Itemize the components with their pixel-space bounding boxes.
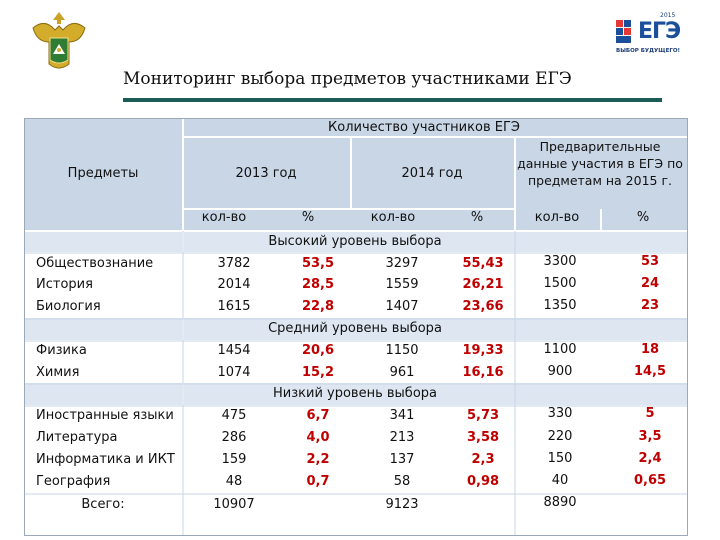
subject-cell: Биология [36, 299, 101, 314]
sub-header-pct-2015: % [636, 210, 650, 225]
pct-2015-cell: 5 [645, 406, 655, 421]
count-2014-cell: 1559 [385, 277, 419, 292]
total-2014: 9123 [385, 497, 419, 512]
count-2014-cell: 137 [389, 452, 415, 467]
count-2014-cell: 1150 [385, 343, 419, 358]
pct-2013-cell: 2,2 [306, 452, 330, 467]
count-2013-cell: 1454 [217, 343, 251, 358]
pct-2014-cell: 16,16 [462, 365, 504, 380]
pct-2013-cell: 4,0 [306, 430, 330, 445]
count-2013-cell: 1615 [217, 299, 251, 314]
pct-2015-cell: 14,5 [633, 364, 667, 379]
sub-header-count-2013: кол-во [201, 210, 247, 225]
title-divider [123, 98, 662, 102]
count-2015-cell: 330 [547, 406, 573, 421]
pct-2014-cell: 3,58 [466, 430, 500, 445]
subject-cell: Физика [36, 343, 87, 358]
pct-2013-cell: 22,8 [301, 299, 335, 314]
logo-subtitle: ВЫБОР БУДУЩЕГО! [616, 48, 681, 54]
count-2013-cell: 2014 [217, 277, 251, 292]
count-2015-cell: 40 [551, 473, 569, 488]
pct-2015-cell: 24 [640, 276, 660, 291]
count-2014-cell: 3297 [385, 256, 419, 271]
subject-cell: Литература [36, 430, 118, 445]
count-2015-cell: 220 [547, 429, 573, 444]
pct-2015-cell: 53 [640, 254, 660, 269]
total-2013: 10907 [213, 497, 255, 512]
section-label-high: Высокий уровень выбора [268, 234, 442, 249]
ege-logo: 2015 ЕГЭ ВЫБОР БУДУЩЕГО! [612, 10, 692, 58]
total-label: Всего: [81, 497, 125, 512]
table-grid-lines [25, 119, 687, 535]
sub-header-pct-2014: % [470, 210, 484, 225]
pct-2013-cell: 28,5 [301, 277, 335, 292]
logo-brand: ЕГЭ [638, 19, 681, 44]
pct-2014-cell: 0,98 [466, 474, 500, 489]
pct-2014-cell: 19,33 [462, 343, 504, 358]
pct-2013-cell: 53,5 [301, 256, 335, 271]
subject-cell: История [36, 277, 93, 292]
pct-2013-cell: 0,7 [306, 474, 330, 489]
count-2013-cell: 3782 [217, 256, 251, 271]
page-title: Мониторинг выбора предметов участниками … [123, 69, 572, 89]
total-2015: 8890 [543, 495, 577, 510]
section-band-high [24, 230, 688, 252]
logo-year: 2015 [660, 12, 676, 19]
section-label-mid: Средний уровень выбора [268, 321, 442, 336]
col-header-2015: Предварительные данные участия в ЕГЭ по … [517, 139, 683, 188]
count-2014-cell: 1407 [385, 299, 419, 314]
pct-2015-cell: 18 [640, 342, 660, 357]
col-header-2013: 2013 год [235, 166, 297, 181]
count-2013-cell: 286 [221, 430, 247, 445]
pct-2014-cell: 5,73 [466, 408, 500, 423]
pct-2013-cell: 6,7 [306, 408, 330, 423]
count-2015-cell: 1500 [543, 276, 577, 291]
pct-2015-cell: 23 [640, 298, 660, 313]
count-2013-cell: 475 [221, 408, 247, 423]
section-band-low [24, 383, 688, 405]
section-label-low: Низкий уровень выбора [273, 386, 437, 401]
sub-header-pct-2013: % [301, 210, 315, 225]
subject-cell: Иностранные языки [36, 408, 174, 423]
subject-cell: Информатика и ИКТ [36, 452, 175, 467]
count-2015-cell: 900 [547, 364, 573, 379]
sub-header-count-2014: кол-во [370, 210, 416, 225]
count-2015-cell: 150 [547, 451, 573, 466]
pct-2015-cell: 0,65 [633, 473, 667, 488]
count-2014-cell: 961 [389, 365, 415, 380]
subject-cell: Химия [36, 365, 80, 380]
count-2013-cell: 1074 [217, 365, 251, 380]
count-2014-cell: 341 [389, 408, 415, 423]
subject-cell: Обществознание [36, 256, 154, 271]
data-table [24, 118, 688, 536]
pct-2015-cell: 2,4 [638, 451, 662, 466]
group-header: Количество участников ЕГЭ [328, 120, 520, 135]
count-2015-cell: 1100 [543, 342, 577, 357]
subject-cell: География [36, 474, 111, 489]
count-2014-cell: 58 [393, 474, 411, 489]
count-2015-cell: 1350 [543, 298, 577, 313]
pct-2014-cell: 2,3 [471, 452, 495, 467]
pct-2015-cell: 3,5 [638, 429, 662, 444]
count-2014-cell: 213 [389, 430, 415, 445]
count-2013-cell: 48 [225, 474, 243, 489]
pct-2014-cell: 26,21 [462, 277, 504, 292]
pct-2014-cell: 55,43 [462, 256, 504, 271]
count-2015-cell: 3300 [543, 254, 577, 269]
col-header-2014: 2014 год [401, 166, 463, 181]
count-2013-cell: 159 [221, 452, 247, 467]
pct-2013-cell: 15,2 [301, 365, 335, 380]
col-header-subjects: Предметы [67, 166, 139, 181]
coat-of-arms-icon [32, 12, 86, 69]
pct-2014-cell: 23,66 [462, 299, 504, 314]
sub-header-count-2015: кол-во [534, 210, 580, 225]
pct-2013-cell: 20,6 [301, 343, 335, 358]
section-band-mid [24, 318, 688, 340]
